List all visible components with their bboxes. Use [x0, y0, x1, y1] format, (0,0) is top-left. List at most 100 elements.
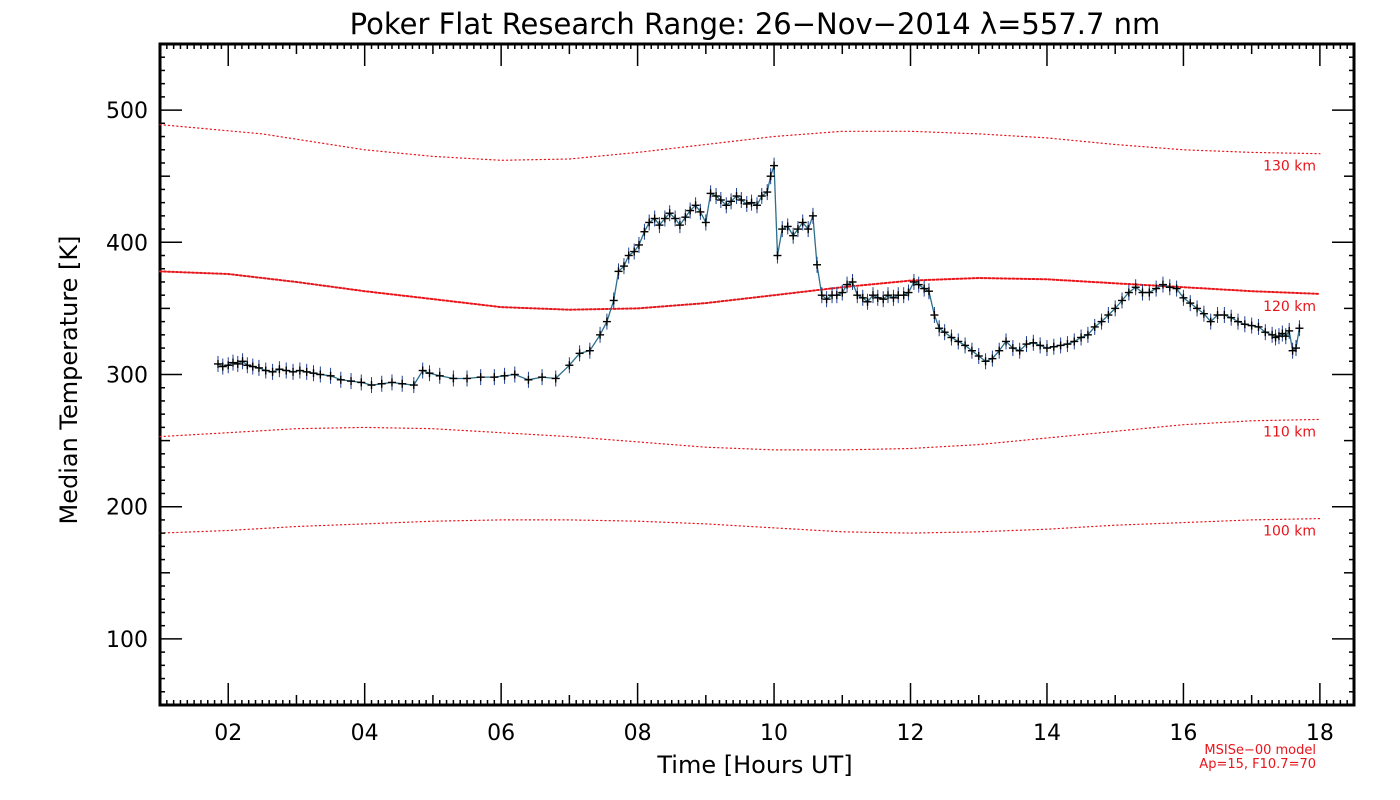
data-point	[863, 293, 872, 310]
data-point	[1077, 329, 1086, 346]
data-point	[808, 207, 817, 224]
data-point	[218, 358, 227, 375]
x-tick-label: 10	[760, 721, 788, 746]
data-point	[753, 197, 761, 214]
data-point	[229, 354, 238, 371]
data-point	[804, 221, 813, 238]
data-point	[1213, 307, 1222, 324]
data-point	[858, 289, 867, 306]
data-point	[988, 350, 997, 367]
data-point	[889, 289, 898, 306]
data-point	[954, 333, 963, 350]
data-point	[609, 292, 618, 309]
data-point	[757, 188, 766, 205]
data-point	[289, 363, 298, 380]
data-point	[1118, 292, 1127, 309]
data-point	[914, 276, 923, 293]
data-point	[766, 168, 775, 185]
data-point	[1220, 307, 1229, 324]
data-point	[1179, 289, 1188, 306]
data-point	[585, 342, 594, 359]
data-point	[732, 188, 741, 205]
data-point	[1036, 337, 1045, 354]
data-point	[634, 236, 643, 253]
data-point	[1186, 295, 1195, 312]
data-point	[691, 197, 700, 214]
data-point	[716, 191, 725, 208]
data-point	[624, 247, 633, 264]
data-point	[1158, 276, 1167, 293]
data-point	[1271, 329, 1280, 346]
model-curve-label: 120 km	[1263, 299, 1316, 315]
data-point	[213, 355, 222, 372]
data-point	[1240, 316, 1249, 333]
data-point	[967, 342, 976, 359]
data-point	[848, 273, 857, 290]
data-point	[238, 353, 247, 370]
data-point	[261, 362, 270, 379]
data-point	[425, 365, 434, 382]
data-point	[357, 374, 366, 391]
data-point	[1285, 322, 1294, 339]
data-point	[981, 353, 990, 370]
data-point	[524, 371, 533, 388]
data-point	[722, 197, 731, 214]
data-point	[1292, 340, 1301, 357]
data-point	[930, 307, 939, 324]
data-point	[233, 355, 242, 372]
temperature-series	[213, 157, 1304, 394]
data-point	[565, 357, 574, 374]
model-curve-label: 110 km	[1263, 424, 1316, 440]
model-curve-label: 100 km	[1263, 524, 1316, 540]
data-point	[614, 263, 623, 280]
data-point	[940, 324, 949, 341]
model-curve-120-km	[159, 270, 1321, 311]
data-point	[727, 193, 736, 210]
data-point	[490, 369, 499, 386]
data-point	[793, 221, 802, 238]
data-point	[660, 210, 669, 227]
data-point	[712, 188, 721, 205]
data-point	[686, 202, 695, 219]
data-point	[347, 373, 356, 390]
data-point	[1247, 317, 1256, 334]
x-tick-label: 18	[1306, 721, 1334, 746]
data-point	[947, 329, 956, 346]
data-point	[696, 203, 705, 220]
data-point	[879, 291, 888, 308]
data-point	[737, 191, 746, 208]
data-point	[551, 370, 560, 387]
data-point	[1042, 340, 1051, 357]
data-point	[742, 195, 751, 212]
model-curve-100-km	[159, 517, 1321, 534]
x-tick-label: 16	[1169, 721, 1197, 746]
data-point	[773, 247, 782, 264]
model-curve-label: 130 km	[1263, 159, 1316, 175]
data-point	[920, 280, 929, 297]
data-point	[449, 370, 458, 387]
data-point	[747, 194, 756, 211]
data-point	[1138, 284, 1147, 301]
data-point	[843, 276, 852, 293]
data-point	[1049, 338, 1058, 355]
series-line	[217, 165, 1301, 386]
data-point	[770, 157, 779, 174]
data-point	[1063, 336, 1072, 353]
data-point	[538, 369, 547, 386]
y-axis-ticks: 100 200 300 400 500	[106, 43, 1354, 706]
y-axis-label: Median Temperature [K]	[55, 235, 83, 524]
x-tick-label: 04	[351, 721, 379, 746]
data-point	[1056, 337, 1065, 354]
data-point	[961, 337, 970, 354]
data-point	[645, 214, 654, 231]
data-point	[909, 273, 918, 290]
data-point	[619, 258, 628, 275]
data-point	[602, 313, 611, 330]
data-point	[1131, 279, 1140, 296]
data-point	[1193, 300, 1202, 317]
data-point	[681, 209, 690, 226]
data-point	[309, 365, 318, 382]
data-point	[435, 367, 444, 384]
data-point	[995, 342, 1004, 359]
